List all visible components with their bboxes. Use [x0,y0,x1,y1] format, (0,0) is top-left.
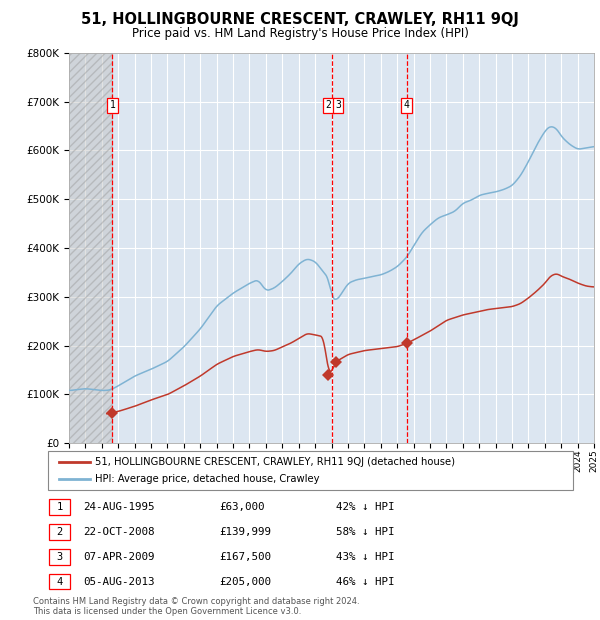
Text: 42% ↓ HPI: 42% ↓ HPI [336,502,395,512]
Text: £139,999: £139,999 [219,527,271,537]
Text: HPI: Average price, detached house, Crawley: HPI: Average price, detached house, Craw… [95,474,320,484]
Text: 46% ↓ HPI: 46% ↓ HPI [336,577,395,587]
Text: 22-OCT-2008: 22-OCT-2008 [83,527,154,537]
Text: £63,000: £63,000 [219,502,265,512]
FancyBboxPatch shape [49,549,70,565]
Text: 58% ↓ HPI: 58% ↓ HPI [336,527,395,537]
Text: £205,000: £205,000 [219,577,271,587]
Text: 4: 4 [404,100,410,110]
Text: 3: 3 [335,100,341,110]
Text: 4: 4 [56,577,62,587]
Bar [69,53,112,443]
Text: This data is licensed under the Open Government Licence v3.0.: This data is licensed under the Open Gov… [33,606,301,616]
FancyBboxPatch shape [49,524,70,540]
Text: 51, HOLLINGBOURNE CRESCENT, CRAWLEY, RH11 9QJ (detached house): 51, HOLLINGBOURNE CRESCENT, CRAWLEY, RH1… [95,457,455,467]
Text: Contains HM Land Registry data © Crown copyright and database right 2024.: Contains HM Land Registry data © Crown c… [33,597,359,606]
Text: 43% ↓ HPI: 43% ↓ HPI [336,552,395,562]
Text: 51, HOLLINGBOURNE CRESCENT, CRAWLEY, RH11 9QJ: 51, HOLLINGBOURNE CRESCENT, CRAWLEY, RH1… [81,12,519,27]
Text: 2: 2 [325,100,331,110]
FancyBboxPatch shape [49,574,70,590]
Text: 3: 3 [56,552,62,562]
Text: 24-AUG-1995: 24-AUG-1995 [83,502,154,512]
Text: 1: 1 [56,502,62,512]
Text: 1: 1 [110,100,115,110]
FancyBboxPatch shape [49,499,70,515]
Text: 2: 2 [56,527,62,537]
Text: 07-APR-2009: 07-APR-2009 [83,552,154,562]
Text: £167,500: £167,500 [219,552,271,562]
Text: 05-AUG-2013: 05-AUG-2013 [83,577,154,587]
Text: Price paid vs. HM Land Registry's House Price Index (HPI): Price paid vs. HM Land Registry's House … [131,27,469,40]
FancyBboxPatch shape [48,451,573,490]
